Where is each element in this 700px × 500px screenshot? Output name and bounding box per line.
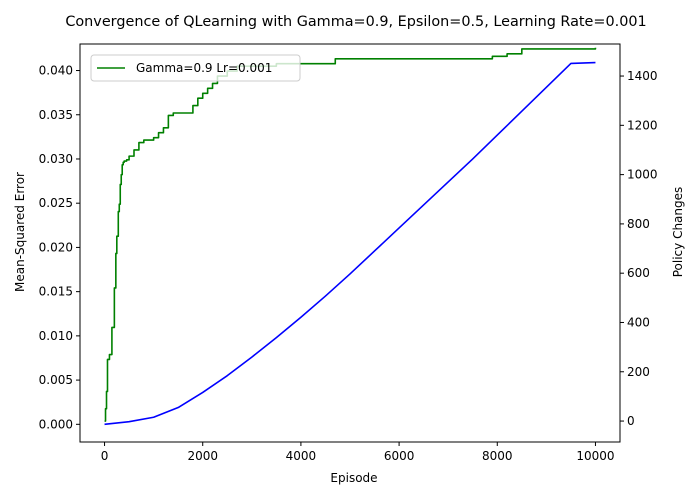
y-tick-label: 0.025 [39, 196, 73, 210]
y-tick-label: 0.020 [39, 240, 73, 254]
legend-label-policy: Gamma=0.9 Lr=0.001 [136, 61, 272, 75]
y-tick-label: 0.040 [39, 64, 73, 78]
y-tick-label: 0.015 [39, 285, 73, 299]
y-tick-label: 0.035 [39, 108, 73, 122]
chart-axes: 0 2000 4000 6000 8000 100000.0000.0050.0100.0… [39, 43, 658, 463]
y2-tick-label: 1000 [627, 168, 658, 182]
y2-tick-label: 0 [627, 414, 635, 428]
y2-tick-label: 600 [627, 266, 650, 280]
y2-tick-label: 400 [627, 315, 650, 329]
y2-tick-label: 800 [627, 217, 650, 231]
y-tick-label: 0.030 [39, 152, 73, 166]
x-tick-label: 2000 [187, 449, 218, 463]
y2-tick-label: 1200 [627, 118, 658, 132]
legend-frame [90, 54, 301, 82]
series-line-mse [104, 61, 596, 426]
y2-axis-label: Policy Changes [671, 187, 685, 278]
x-tick-label: 8000 [482, 449, 513, 463]
legend: Gamma=0.9 Lr=0.001 [90, 54, 301, 82]
series-line-policy-changes [104, 47, 597, 422]
x-axis-label: Episode [330, 471, 377, 485]
plot-frame [79, 43, 621, 443]
x-tick-label: 0 [101, 449, 109, 463]
y2-tick-label: 1400 [627, 69, 658, 83]
chart-marks [104, 47, 597, 426]
x-tick-label: 10000 [576, 449, 614, 463]
x-tick-label: 4000 [286, 449, 317, 463]
y-tick-label: 0.000 [39, 417, 73, 431]
y-tick-label: 0.010 [39, 329, 73, 343]
chart-title: Convergence of QLearning with Gamma=0.9,… [65, 14, 646, 30]
y2-tick-label: 200 [627, 365, 650, 379]
y-axis-label: Mean-Squared Error [13, 172, 27, 292]
y-tick-label: 0.005 [39, 373, 73, 387]
x-tick-label: 6000 [384, 449, 415, 463]
